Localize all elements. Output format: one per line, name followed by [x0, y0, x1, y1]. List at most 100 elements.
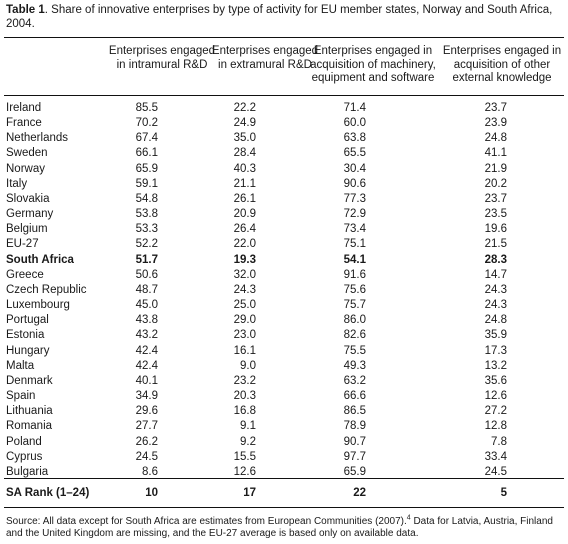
value-cell: 24.8	[484, 132, 507, 145]
value-cell: 75.6	[343, 283, 366, 296]
value-cell: 86.5	[343, 405, 366, 418]
bottom-rule	[4, 507, 564, 508]
value-cell: 22.0	[233, 238, 256, 251]
country-cell: Czech Republic	[6, 283, 87, 296]
value-cell: 23.5	[484, 208, 507, 221]
value-cell: 82.6	[343, 329, 366, 342]
value-cell: 67.4	[135, 132, 158, 145]
sa-rank-row: SA Rank (1–24) 10 17 22 5	[0, 485, 568, 501]
table-row: Luxembourg 45.0 25.0 75.7 24.3	[0, 298, 568, 312]
value-cell: 23.0	[233, 329, 256, 342]
value-cell: 41.1	[484, 147, 507, 160]
value-cell: 23.2	[233, 374, 256, 387]
value-cell: 7.8	[491, 435, 507, 448]
rank-value: 5	[500, 487, 507, 499]
table-row: Greece 50.6 32.0 91.6 14.7	[0, 268, 568, 282]
value-cell: 20.2	[484, 177, 507, 190]
value-cell: 90.7	[343, 435, 366, 448]
source-note: Source: All data except for South Africa…	[6, 514, 564, 540]
rank-value: 22	[353, 487, 366, 499]
table-row: Estonia 43.2 23.0 82.6 35.9	[0, 328, 568, 342]
value-cell: 22.2	[233, 102, 256, 114]
value-cell: 50.6	[135, 268, 158, 281]
value-cell: 34.9	[135, 390, 158, 403]
country-cell: Belgium	[6, 223, 48, 236]
source-text: Source: All data except for South Africa…	[6, 516, 407, 527]
value-cell: 59.1	[135, 177, 158, 190]
value-cell: 20.9	[233, 208, 256, 221]
country-cell: Poland	[6, 435, 42, 448]
value-cell: 54.8	[135, 192, 158, 205]
value-cell: 28.3	[484, 253, 507, 266]
table-row: Ireland 85.5 22.2 71.4 23.7	[0, 101, 568, 115]
country-cell: Portugal	[6, 314, 49, 327]
body-rule	[4, 478, 564, 479]
value-cell: 20.3	[233, 390, 256, 403]
value-cell: 53.3	[135, 223, 158, 236]
value-cell: 26.2	[135, 435, 158, 448]
value-cell: 77.3	[343, 192, 366, 205]
table-row: EU-27 52.2 22.0 75.1 21.5	[0, 237, 568, 251]
value-cell: 51.7	[135, 253, 158, 266]
header-rule	[4, 95, 564, 96]
table-row: Denmark 40.1 23.2 63.2 35.6	[0, 374, 568, 388]
country-cell: Estonia	[6, 329, 45, 342]
table-row: Germany 53.8 20.9 72.9 23.5	[0, 207, 568, 221]
value-cell: 8.6	[142, 465, 158, 478]
value-cell: 75.1	[343, 238, 366, 251]
table-row: Bulgaria 8.6 12.6 65.9 24.5	[0, 465, 568, 479]
value-cell: 14.7	[484, 268, 507, 281]
value-cell: 48.7	[135, 283, 158, 296]
table-caption: Table 1. Share of innovative enterprises…	[6, 3, 562, 31]
table-row: Sweden 66.1 28.4 65.5 41.1	[0, 146, 568, 160]
value-cell: 86.0	[343, 314, 366, 327]
country-cell: Spain	[6, 390, 36, 403]
value-cell: 30.4	[343, 162, 366, 175]
country-cell: Slovakia	[6, 192, 50, 205]
value-cell: 24.9	[233, 117, 256, 130]
value-cell: 24.5	[135, 450, 158, 463]
value-cell: 45.0	[135, 299, 158, 312]
country-cell: Netherlands	[6, 132, 69, 145]
value-cell: 26.4	[233, 223, 256, 236]
source-text-cont: Data for Latvia, Austria, Finland and th…	[6, 516, 553, 539]
top-rule	[4, 37, 564, 38]
value-cell: 35.9	[484, 329, 507, 342]
value-cell: 91.6	[343, 268, 366, 281]
value-cell: 28.4	[233, 147, 256, 160]
table-row: Hungary 42.4 16.1 75.5 17.3	[0, 344, 568, 358]
value-cell: 9.1	[240, 420, 256, 433]
value-cell: 32.0	[233, 268, 256, 281]
value-cell: 12.6	[484, 390, 507, 403]
value-cell: 42.4	[135, 359, 158, 372]
caption-text: . Share of innovative enterprises by typ…	[6, 4, 553, 30]
value-cell: 75.7	[343, 299, 366, 312]
country-cell: Luxembourg	[6, 299, 70, 312]
value-cell: 66.1	[135, 147, 158, 160]
country-cell: Greece	[6, 268, 44, 281]
table-row: Romania 27.7 9.1 78.9 12.8	[0, 419, 568, 433]
country-cell: Sweden	[6, 147, 48, 160]
col-header-intramural: Enterprises engaged in intramural R&D	[108, 45, 216, 71]
country-cell: Cyprus	[6, 450, 43, 463]
value-cell: 35.6	[484, 374, 507, 387]
value-cell: 54.1	[343, 253, 366, 266]
country-cell: Germany	[6, 208, 54, 221]
value-cell: 24.3	[484, 283, 507, 296]
value-cell: 24.3	[233, 283, 256, 296]
table-row: Spain 34.9 20.3 66.6 12.6	[0, 389, 568, 403]
col-header-extramural: Enterprises engaged in extramural R&D	[211, 45, 319, 71]
value-cell: 40.3	[233, 162, 256, 175]
country-cell: Italy	[6, 177, 28, 190]
value-cell: 23.7	[484, 102, 507, 114]
footnote-marker: 4	[406, 514, 411, 522]
rank-value: 10	[145, 487, 158, 499]
table-row: Slovakia 54.8 26.1 77.3 23.7	[0, 192, 568, 206]
value-cell: 71.4	[343, 102, 366, 114]
value-cell: 27.7	[135, 420, 158, 433]
value-cell: 21.1	[233, 177, 256, 190]
table-row: Cyprus 24.5 15.5 97.7 33.4	[0, 450, 568, 464]
rank-label: SA Rank (1–24)	[6, 487, 90, 499]
value-cell: 97.7	[343, 450, 366, 463]
